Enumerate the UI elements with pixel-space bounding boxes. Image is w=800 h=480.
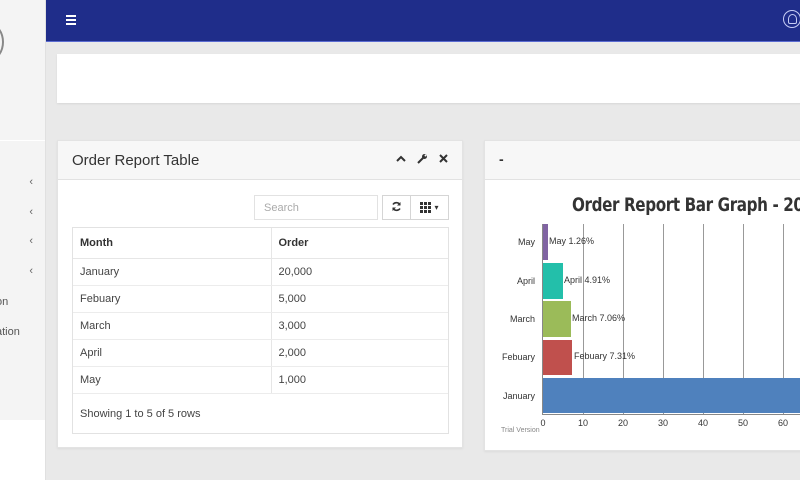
- chevron-up-icon[interactable]: [396, 154, 406, 166]
- cell-order: 20,000: [271, 258, 448, 286]
- gridline: [783, 224, 784, 415]
- table-header-row: Month Order: [73, 228, 448, 259]
- column-header-order[interactable]: Order: [271, 228, 448, 259]
- grid-icon: [420, 202, 432, 213]
- table-row: March 3,000: [73, 312, 448, 340]
- bar-may[interactable]: [543, 224, 548, 260]
- cell-month: May: [73, 366, 272, 394]
- x-tick: 10: [577, 418, 589, 428]
- y-tick-april: April: [516, 276, 535, 286]
- sidebar-item-label: on: [0, 296, 9, 308]
- x-tick: 60: [777, 418, 789, 428]
- sidebar-menu: ‹ ‹ ‹ ‹ on ation: [0, 172, 45, 350]
- search-input[interactable]: [254, 195, 378, 220]
- gridline: [703, 224, 704, 415]
- y-tick-january: January: [502, 391, 535, 401]
- wrench-icon[interactable]: [417, 153, 428, 167]
- y-tick-march: March: [509, 314, 535, 324]
- y-tick-may: May: [517, 237, 535, 247]
- x-tick: 50: [737, 418, 749, 428]
- column-header-month[interactable]: Month: [73, 228, 272, 259]
- panel-header: -: [485, 141, 800, 180]
- bar-febuary[interactable]: [543, 340, 572, 375]
- cell-month: January: [73, 258, 272, 286]
- table-row: January 20,000: [73, 258, 448, 286]
- refresh-icon: [391, 201, 402, 215]
- refresh-button[interactable]: [382, 195, 411, 220]
- data-label-may: May 1.26%: [549, 236, 595, 246]
- sidebar-item-2[interactable]: ‹: [0, 202, 45, 232]
- data-label-march: March 7.06%: [572, 313, 626, 323]
- sidebar-divider: [0, 140, 45, 141]
- order-table: Month Order January 20,000 Febuary 5,000 M…: [72, 227, 449, 434]
- cell-month: March: [73, 312, 272, 340]
- sidebar-item-5[interactable]: on: [0, 290, 45, 320]
- gridline: [623, 224, 624, 415]
- sidebar-item-3[interactable]: ‹: [0, 231, 45, 261]
- table-row: May 1,000: [73, 366, 448, 394]
- chevron-left-icon: ‹: [29, 235, 33, 247]
- x-axis: [542, 414, 800, 415]
- panel-tools: [396, 153, 448, 167]
- order-report-table-panel: Order Report Table ▾: [57, 140, 463, 448]
- bar-march[interactable]: [543, 301, 571, 337]
- sidebar-item-6[interactable]: ation: [0, 320, 45, 350]
- x-tick: 40: [697, 418, 709, 428]
- sidebar-item-1[interactable]: ‹: [0, 172, 45, 202]
- trial-watermark: Trial Version: [501, 427, 540, 434]
- bar-chart: Order Report Bar Graph - 2020 May 1.26% …: [485, 181, 800, 451]
- sidebar-item-4[interactable]: ‹: [0, 261, 45, 291]
- sidebar-item-label: ation: [0, 325, 20, 338]
- table-row: April 2,000: [73, 339, 448, 367]
- columns-dropdown-button[interactable]: ▾: [411, 195, 449, 220]
- close-icon[interactable]: [439, 154, 448, 166]
- bar-april[interactable]: [543, 263, 563, 299]
- gridline: [743, 224, 744, 415]
- panel-title: Order Report Table: [72, 152, 200, 169]
- cell-month: April: [73, 339, 272, 367]
- gridline: [583, 224, 584, 415]
- panel-title: -: [499, 151, 504, 167]
- x-tick: 20: [617, 418, 629, 428]
- caret-down-icon: ▾: [434, 203, 439, 212]
- pagination-info: Showing 1 to 5 of 5 rows: [80, 407, 201, 420]
- chart-title: Order Report Bar Graph - 2020: [572, 194, 800, 216]
- table-toolbar: ▾: [254, 195, 449, 220]
- top-navbar: [46, 0, 800, 42]
- data-label-april: April 4.91%: [564, 275, 611, 285]
- sidebar-footer: [0, 420, 45, 480]
- page-header-card: [57, 54, 800, 103]
- y-tick-febuary: Febuary: [501, 352, 535, 362]
- sidebar: sin ‹ ‹ ‹ ‹ on ation: [0, 0, 46, 480]
- cell-order: 5,000: [271, 285, 448, 313]
- panel-header: Order Report Table: [58, 141, 462, 180]
- chevron-left-icon: ‹: [29, 176, 33, 188]
- hamburger-icon[interactable]: [66, 15, 76, 25]
- bar-january[interactable]: [543, 378, 800, 413]
- cell-order: 1,000: [271, 366, 448, 394]
- cell-month: Febuary: [73, 285, 272, 313]
- data-label-febuary: Febuary 7.31%: [574, 351, 636, 361]
- y-axis: [542, 224, 543, 415]
- x-tick: 30: [657, 418, 669, 428]
- cell-order: 2,000: [271, 339, 448, 367]
- order-report-chart-panel: - Order Report Bar Graph - 2020 May 1.26…: [484, 140, 800, 451]
- user-circle-icon[interactable]: [783, 10, 800, 28]
- cell-order: 3,000: [271, 312, 448, 340]
- chevron-left-icon: ‹: [29, 264, 33, 277]
- avatar: [0, 24, 4, 60]
- table-row: Febuary 5,000: [73, 285, 448, 313]
- gridline: [663, 224, 664, 415]
- chevron-left-icon: ‹: [29, 205, 33, 218]
- x-tick: 0: [540, 418, 546, 428]
